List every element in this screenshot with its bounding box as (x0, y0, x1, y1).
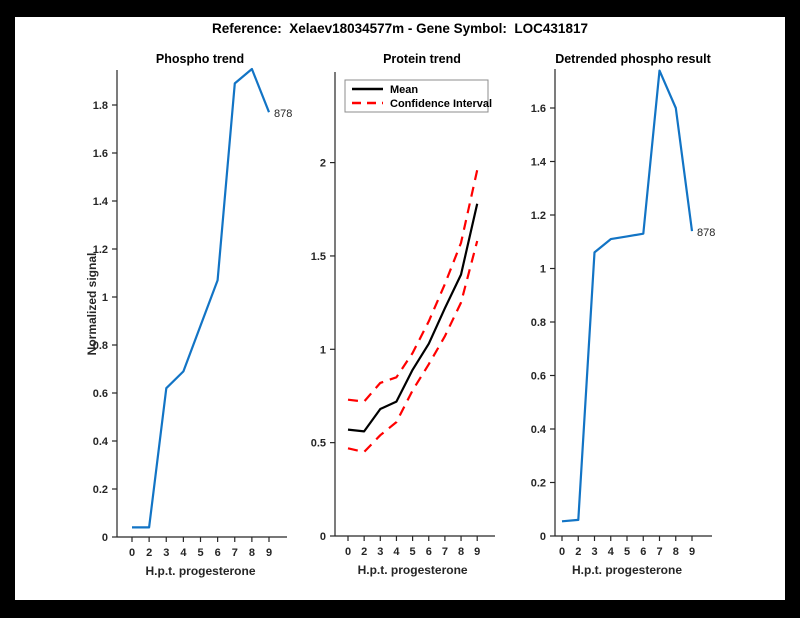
y-tick-label: 1 (540, 264, 546, 276)
x-tick-label: 6 (215, 547, 221, 559)
x-tick-label: 5 (197, 547, 203, 559)
y-tick-label: 1.6 (93, 148, 108, 160)
x-tick-label: 0 (559, 546, 565, 558)
x-tick-label: 4 (608, 546, 615, 558)
x-tick-label: 2 (361, 546, 367, 558)
y-tick-label: 0.4 (531, 424, 547, 436)
y-tick-label: 1.4 (531, 157, 547, 169)
x-tick-label: 9 (474, 546, 480, 558)
x-tick-label: 9 (689, 546, 695, 558)
x-tick-label: 8 (249, 547, 255, 559)
y-tick-label: 0.5 (311, 438, 326, 450)
x-tick-label: 4 (180, 547, 187, 559)
series-line-detrended-signal (561, 69, 694, 523)
x-tick-label: 8 (458, 546, 464, 558)
y-tick-label: 0 (320, 531, 326, 543)
x-tick-label: 2 (575, 546, 581, 558)
y-tick-label: 0.2 (93, 484, 108, 496)
series-line-ci-lower (347, 240, 479, 454)
y-tick-label: 1.5 (311, 251, 326, 263)
y-tick-label: 0.6 (531, 371, 546, 383)
legend-label: Confidence Interval (390, 98, 492, 110)
y-tick-label: 0.6 (93, 388, 108, 400)
x-tick-label: 9 (266, 547, 272, 559)
x-tick-label: 4 (393, 546, 400, 558)
series-line-ci-upper (347, 169, 479, 403)
plot-title: Detrended phospho result (555, 52, 711, 66)
subplot-phospho-trend: 00.20.40.60.811.21.41.61.80 2 3 4 5 6 7 8 9Phosp… (85, 52, 292, 578)
x-tick-label: 7 (656, 546, 662, 558)
x-tick-label: 8 (673, 546, 679, 558)
x-tick-label: 6 (640, 546, 646, 558)
x-tick-label: 3 (163, 547, 169, 559)
y-tick-label: 1.6 (531, 103, 546, 115)
y-tick-label: 1 (320, 344, 326, 356)
plot-title: Protein trend (383, 52, 461, 66)
y-tick-label: 1.4 (93, 196, 109, 208)
y-tick-label: 0 (540, 531, 546, 543)
x-axis-label: H.p.t. progesterone (358, 563, 468, 577)
series-line-phospho-signal (132, 67, 271, 529)
x-tick-label: 0 (345, 546, 351, 558)
y-tick-label: 0 (102, 532, 108, 544)
x-axis-label: H.p.t. progesterone (145, 564, 255, 578)
endpoint-annotation: 878 (697, 227, 715, 239)
legend-label: Mean (390, 84, 418, 96)
x-tick-label: 7 (442, 546, 448, 558)
x-tick-label: 2 (146, 547, 152, 559)
plot-title: Phospho trend (156, 52, 244, 66)
y-tick-label: 0.8 (93, 340, 108, 352)
figure-title: Reference: Xelaev18034577m - Gene Symbol… (212, 21, 588, 36)
y-tick-label: 1.2 (93, 244, 108, 256)
x-tick-label: 3 (377, 546, 383, 558)
plots-svg: 00.20.40.60.811.21.41.61.80 2 3 4 5 6 7 8 9Phosp… (85, 52, 716, 578)
y-tick-label: 1.2 (531, 210, 546, 222)
x-axis-label: H.p.t. progesterone (572, 563, 682, 577)
x-tick-label: 5 (624, 546, 630, 558)
y-tick-label: 1.8 (93, 100, 108, 112)
figure-canvas: Reference: Xelaev18034577m - Gene Symbol… (15, 17, 785, 600)
x-tick-label: 7 (232, 547, 238, 559)
endpoint-annotation: 878 (274, 108, 292, 120)
y-tick-label: 0.8 (531, 317, 546, 329)
x-tick-label: 5 (410, 546, 416, 558)
series-line-mean (347, 203, 479, 433)
x-tick-label: 6 (426, 546, 432, 558)
y-tick-label: 0.2 (531, 478, 546, 490)
y-axis-label: Normalized signal (85, 253, 99, 356)
y-tick-label: 2 (320, 158, 326, 170)
y-tick-label: 0.4 (93, 436, 109, 448)
legend-box (344, 79, 489, 113)
y-tick-label: 1 (102, 292, 108, 304)
x-tick-label: 0 (129, 547, 135, 559)
legend: Mean Confidence Interval (344, 79, 492, 113)
x-tick-label: 3 (591, 546, 597, 558)
subplot-detrended-phospho-result: 00.20.40.60.811.21.41.60 2 3 4 5 6 7 8 9Detrende… (531, 52, 716, 577)
